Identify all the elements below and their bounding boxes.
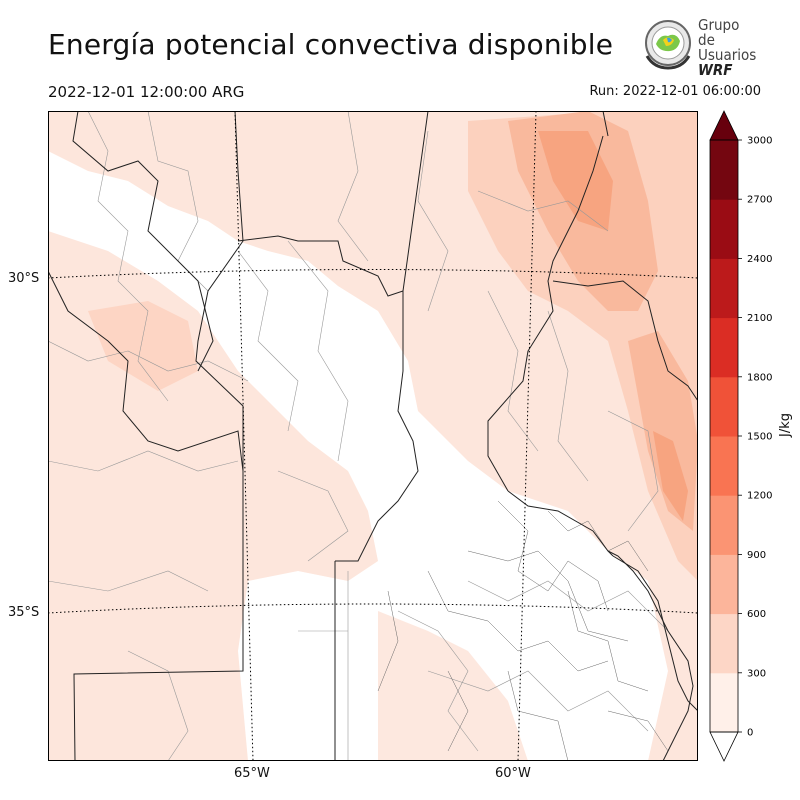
- map-title: Energía potencial convectiva disponible: [48, 28, 614, 61]
- colorbar-band: [710, 672, 738, 733]
- coastline: [607, 550, 694, 761]
- map-frame: [48, 111, 698, 761]
- colorbar-band: [710, 258, 738, 319]
- colorbar-tick-label: 600: [747, 609, 766, 620]
- province-boundaries: [48, 111, 698, 761]
- lat-label-30s: 30°S: [8, 271, 40, 286]
- colorbar-band: [710, 495, 738, 555]
- department-boundaries: [48, 111, 669, 761]
- colorbar-tick-label: 1500: [747, 432, 772, 443]
- colorbar-tick-label: 2700: [747, 195, 772, 206]
- globe-seal-icon: [645, 20, 691, 70]
- colorbar-band: [710, 317, 738, 378]
- colorbar-tick-label: 0: [747, 728, 753, 739]
- cape-map: [48, 111, 698, 761]
- lon-label-60w: 60°W: [495, 766, 531, 781]
- colorbar-tick-label: 1800: [747, 372, 772, 383]
- colorbar-unit: J/kg: [778, 413, 793, 437]
- buenos-aires-partidos: [377, 500, 669, 761]
- cape-level-4: [538, 131, 613, 231]
- colorbar-tick-label: 1200: [747, 491, 772, 502]
- logo-line1: Grupo de: [698, 16, 740, 49]
- colorbar-tick-label: 900: [747, 550, 766, 561]
- cape-level-2b: [88, 301, 198, 391]
- lat-label-35s: 35°S: [8, 605, 40, 620]
- colorbar-band: [710, 140, 738, 200]
- logo-line2: Usuarios: [698, 46, 757, 64]
- colorbar-tick-label: 300: [747, 668, 766, 679]
- cape-level-1c: [378, 611, 528, 761]
- run-time: Run: 2022-12-01 06:00:00: [589, 84, 761, 99]
- colorbar-band: [710, 554, 738, 615]
- colorbar: 0 300 600 900 1200 1500 1800 2100 2400 2700 3000: [709, 110, 772, 762]
- colorbar-tick-label: 2400: [747, 254, 772, 265]
- graticule-60W: [517, 111, 537, 761]
- colorbar-band: [710, 613, 738, 674]
- graticule: [48, 111, 698, 761]
- cape-level-4b: [653, 431, 688, 521]
- colorbar-over-triangle: [709, 110, 739, 141]
- colorbar-tick-label: 2100: [747, 313, 772, 324]
- logo-line3: WRF: [698, 61, 733, 79]
- colorbar-ticks: 0 300 600 900 1200 1500 1800 2100 2400 2700 3000: [738, 136, 772, 739]
- graticule-65W: [234, 111, 254, 761]
- graticule-35S: [48, 603, 698, 614]
- wrf-logo: Grupo de Usuarios WRF: [638, 16, 760, 78]
- colorbar-under-triangle: [709, 731, 739, 762]
- colorbar-band: [710, 376, 738, 437]
- cape-field: [48, 111, 698, 761]
- colorbar-band: [710, 436, 738, 496]
- graticule-30S: [48, 269, 698, 279]
- lon-label-65w: 65°W: [234, 766, 270, 781]
- valid-time: 2022-12-01 12:00:00 ARG: [48, 83, 245, 101]
- colorbar-bands: [710, 140, 738, 733]
- colorbar-band: [710, 199, 738, 259]
- colorbar-tick-label: 3000: [747, 136, 772, 147]
